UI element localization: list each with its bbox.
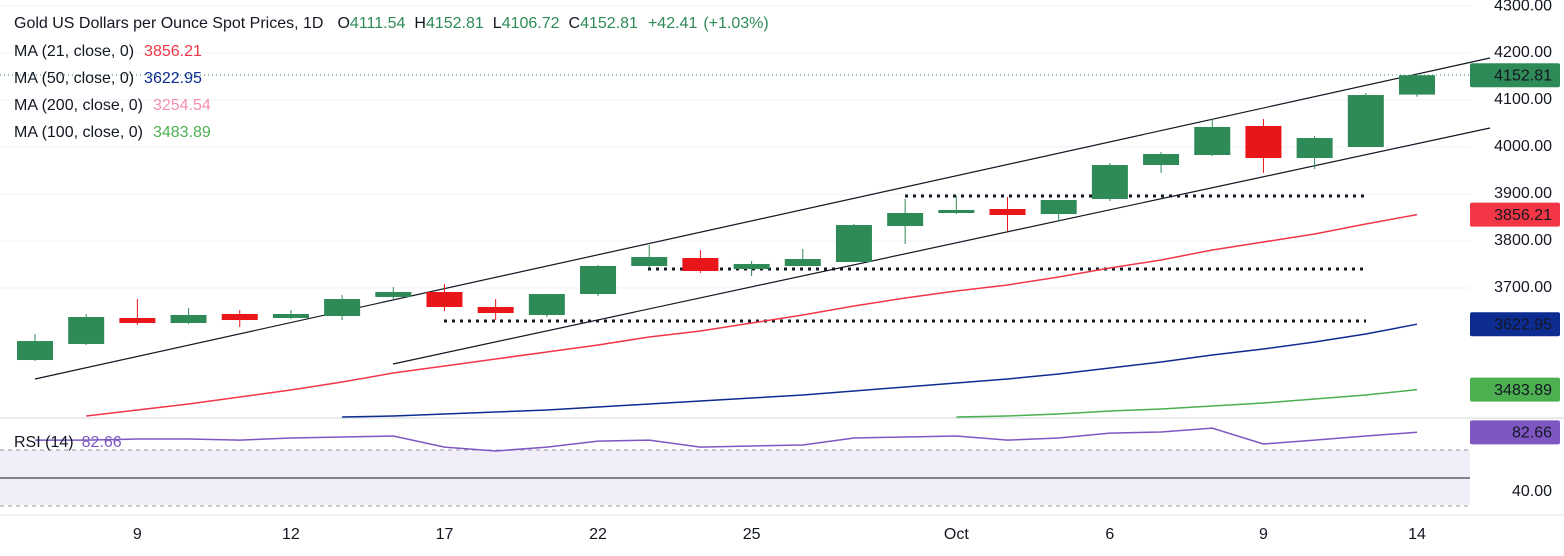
candle-body: [989, 209, 1026, 216]
x-tick-label: Oct: [944, 526, 969, 543]
legend-entry: MA (100, close, 0) 3483.89: [14, 124, 211, 141]
annotations: [0, 57, 1491, 380]
change-value: +42.41: [648, 15, 697, 32]
candle-body: [426, 291, 463, 307]
y-tick-label: 3800.00: [1494, 232, 1552, 249]
legend-value: 3622.95: [144, 70, 202, 87]
candle-body: [324, 299, 361, 317]
chart-title: Gold US Dollars per Ounce Spot Prices, 1…: [14, 15, 323, 32]
candle-body: [1296, 138, 1333, 159]
candle-body: [1245, 126, 1282, 159]
x-tick-label: 12: [282, 526, 300, 543]
change-percent: (+1.03%): [703, 15, 768, 32]
candle-body: [1194, 126, 1231, 155]
x-tick-label: 25: [743, 526, 761, 543]
legend-name: MA (200, close, 0): [14, 97, 143, 114]
x-tick-label: 14: [1408, 526, 1426, 543]
candle-body: [938, 209, 975, 213]
candle-body: [375, 291, 412, 297]
candle-body: [17, 341, 53, 361]
x-tick-label: 6: [1105, 526, 1114, 543]
candle-body: [580, 266, 617, 295]
ohlc-value: 4106.72: [502, 15, 560, 32]
candle-body: [682, 258, 719, 271]
price-badge-label: 3622.95: [1494, 316, 1552, 333]
candle-body: [221, 313, 258, 321]
candle-body: [477, 306, 514, 314]
price-badge: [1470, 202, 1560, 227]
candle-body: [170, 314, 207, 324]
legend-name: MA (50, close, 0): [14, 70, 134, 87]
candle-body: [68, 317, 105, 344]
rsi-value: 82.66: [82, 434, 122, 451]
candle-body: [1040, 200, 1077, 215]
candle-body: [528, 294, 565, 315]
candle-body: [1091, 165, 1128, 199]
ohlc-prefix: H: [414, 15, 426, 32]
x-tick-label: 9: [1259, 526, 1268, 543]
candle-body: [1347, 95, 1384, 148]
legend-name: MA (100, close, 0): [14, 124, 143, 141]
chart-header: Gold US Dollars per Ounce Spot Prices, 1…: [14, 15, 769, 32]
y-tick-label: 3700.00: [1494, 279, 1552, 296]
legend-value: 3856.21: [144, 43, 202, 60]
channel-lower: [392, 127, 1491, 365]
x-tick-label: 9: [133, 526, 142, 543]
candle-body: [272, 313, 309, 318]
ohlc-prefix: L: [493, 15, 502, 32]
y-tick-label: 4200.00: [1494, 44, 1552, 61]
rsi-line: [35, 427, 1418, 452]
price-badge-label: 82.66: [1512, 425, 1552, 442]
candle-body: [1399, 75, 1435, 95]
candle-body: [631, 257, 668, 267]
ohlc-value: 4152.81: [426, 15, 484, 32]
legend-value: 3483.89: [153, 124, 211, 141]
ohlc-value: 4111.54: [350, 15, 406, 32]
x-tick-label: 17: [436, 526, 454, 543]
y-tick-label: 4300.00: [1494, 0, 1552, 14]
moving-average-line: [86, 213, 1418, 417]
y-tick-label: 4100.00: [1494, 91, 1552, 108]
candle-body: [835, 225, 872, 263]
y-tick-label: 3900.00: [1494, 185, 1552, 202]
rsi-legend: RSI (14) 82.66: [14, 434, 122, 451]
legend-value: 3254.54: [153, 97, 211, 114]
price-badge-label: 3856.21: [1494, 207, 1552, 224]
candle-body: [784, 259, 821, 267]
ohlc-prefix: C: [569, 15, 581, 32]
legend-entry: MA (200, close, 0) 3254.54: [14, 97, 211, 114]
price-badge-label: 3483.89: [1494, 382, 1552, 399]
candle-body: [733, 263, 770, 270]
legend-name: MA (21, close, 0): [14, 43, 134, 60]
ohlc-value: 4152.81: [580, 15, 638, 32]
channel-upper: [34, 57, 1491, 380]
y-tick-label: 40.00: [1512, 483, 1552, 500]
rsi-name: RSI (14): [14, 434, 74, 451]
x-tick-label: 22: [589, 526, 607, 543]
candle-body: [1143, 154, 1180, 166]
price-badge: [1470, 420, 1560, 445]
candle-body: [119, 317, 156, 324]
price-badge: [1470, 312, 1560, 337]
price-badge-label: 4152.81: [1494, 67, 1552, 84]
moving-average-line: [956, 388, 1418, 418]
y-tick-label: 4000.00: [1494, 138, 1552, 155]
price-badge: [1470, 377, 1560, 402]
legend-entry: MA (21, close, 0) 3856.21: [14, 43, 202, 60]
moving-average-line: [342, 323, 1418, 418]
legend-entry: MA (50, close, 0) 3622.95: [14, 70, 202, 87]
candle-body: [887, 212, 924, 227]
ohlc-prefix: O: [337, 15, 349, 32]
price-badge: [1470, 63, 1560, 88]
